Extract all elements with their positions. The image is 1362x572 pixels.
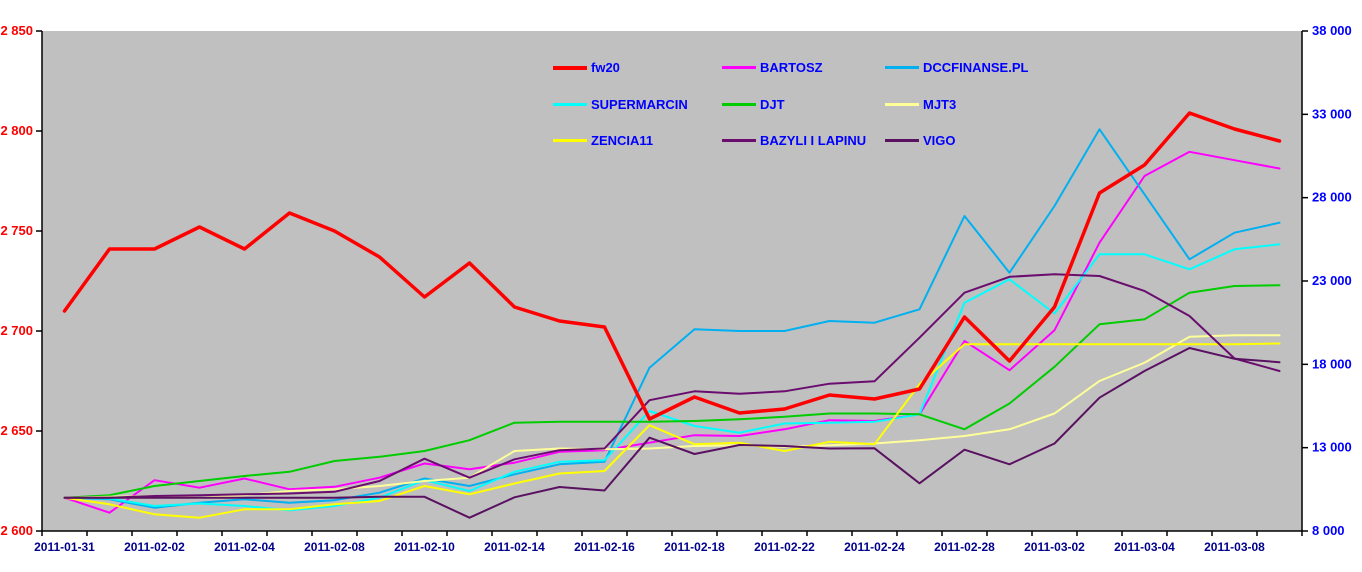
legend-item-djt[interactable]: DJT bbox=[722, 97, 785, 112]
legend-label: VIGO bbox=[923, 133, 956, 148]
right-axis-tick-label: 23 000 bbox=[1312, 273, 1352, 288]
legend-label: SUPERMARCIN bbox=[591, 97, 688, 112]
right-axis-tick-label: 13 000 bbox=[1312, 440, 1352, 455]
x-axis-category-label: 2011-02-18 bbox=[664, 540, 725, 554]
left-axis-tick-label: 2 750 bbox=[0, 223, 33, 238]
series-line-zencia11[interactable] bbox=[63, 342, 1281, 519]
legend-item-bazyli-i-lapinu[interactable]: BAZYLI I LAPINU bbox=[722, 133, 866, 148]
left-axis-tick-label: 2 600 bbox=[0, 523, 33, 538]
left-axis-tick-label: 2 650 bbox=[0, 423, 33, 438]
right-axis-tick-label: 28 000 bbox=[1312, 190, 1352, 205]
legend-swatch-icon bbox=[722, 66, 756, 69]
x-axis-category-label: 2011-01-31 bbox=[34, 540, 95, 554]
legend-item-mjt3[interactable]: MJT3 bbox=[885, 97, 956, 112]
x-axis-category-label: 2011-02-08 bbox=[304, 540, 365, 554]
series-line-dccfinanse-pl[interactable] bbox=[63, 128, 1281, 509]
legend-item-zencia11[interactable]: ZENCIA11 bbox=[553, 133, 653, 148]
legend-label: DJT bbox=[760, 97, 785, 112]
series-line-djt[interactable] bbox=[63, 284, 1281, 499]
left-axis-tick-label: 2 850 bbox=[0, 23, 33, 38]
legend-label: ZENCIA11 bbox=[591, 133, 654, 148]
left-axis-tick-label: 2 700 bbox=[0, 323, 33, 338]
legend-item-vigo[interactable]: VIGO bbox=[885, 133, 956, 148]
legend-label: BARTOSZ bbox=[760, 60, 823, 75]
x-axis-category-label: 2011-03-02 bbox=[1024, 540, 1085, 554]
legend-swatch-icon bbox=[553, 65, 587, 70]
right-axis-tick-label: 8 000 bbox=[1312, 523, 1345, 538]
x-axis-category-label: 2011-03-04 bbox=[1114, 540, 1175, 554]
x-axis-category-label: 2011-02-24 bbox=[844, 540, 905, 554]
x-axis-category-label: 2011-02-10 bbox=[394, 540, 455, 554]
legend-label: DCCFINANSE.PL bbox=[923, 60, 1029, 75]
right-axis-tick-label: 33 000 bbox=[1312, 106, 1352, 121]
legend-item-fw20[interactable]: fw20 bbox=[553, 60, 620, 75]
series-line-fw20[interactable] bbox=[62, 111, 1282, 421]
legend-item-dccfinanse-pl[interactable]: DCCFINANSE.PL bbox=[885, 60, 1028, 75]
series-line-bartosz[interactable] bbox=[63, 150, 1281, 514]
legend-swatch-icon bbox=[885, 66, 919, 69]
series-line-vigo[interactable] bbox=[63, 347, 1281, 519]
legend-swatch-icon bbox=[722, 103, 756, 106]
x-axis-category-label: 2011-02-02 bbox=[124, 540, 185, 554]
x-axis-category-label: 2011-02-22 bbox=[754, 540, 815, 554]
series-line-bazyli-i-lapinu[interactable] bbox=[63, 273, 1281, 499]
legend-label: fw20 bbox=[591, 60, 620, 75]
legend-item-supermarcin[interactable]: SUPERMARCIN bbox=[553, 97, 688, 112]
series-line-supermarcin[interactable] bbox=[63, 243, 1281, 512]
x-axis-category-label: 2011-03-08 bbox=[1204, 540, 1265, 554]
legend-swatch-icon bbox=[885, 103, 919, 106]
legend-label: MJT3 bbox=[923, 97, 957, 112]
legend-swatch-icon bbox=[885, 139, 919, 142]
x-axis-category-label: 2011-02-28 bbox=[934, 540, 995, 554]
legend-swatch-icon bbox=[553, 139, 587, 142]
legend-swatch-icon bbox=[722, 139, 756, 142]
x-axis-category-label: 2011-02-14 bbox=[484, 540, 545, 554]
legend-swatch-icon bbox=[553, 103, 587, 106]
left-axis-tick-label: 2 800 bbox=[0, 123, 33, 138]
x-axis-category-label: 2011-02-04 bbox=[214, 540, 275, 554]
x-axis-category-label: 2011-02-16 bbox=[574, 540, 635, 554]
right-axis-tick-label: 18 000 bbox=[1312, 356, 1352, 371]
legend-item-bartosz[interactable]: BARTOSZ bbox=[722, 60, 823, 75]
legend-label: BAZYLI I LAPINU bbox=[760, 133, 867, 148]
right-axis-tick-label: 38 000 bbox=[1312, 23, 1352, 38]
